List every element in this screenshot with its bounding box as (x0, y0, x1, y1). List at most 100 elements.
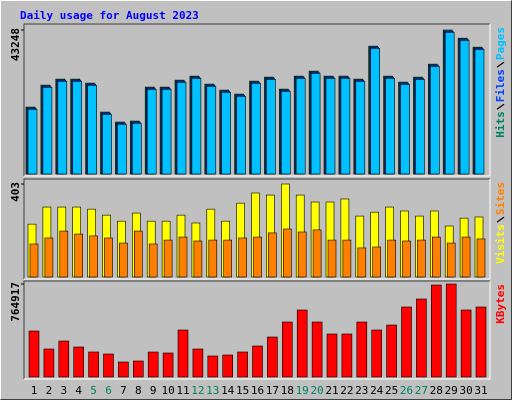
x-tick-label: 4 (75, 384, 82, 397)
bar (445, 283, 457, 378)
bar (29, 243, 39, 278)
bar (72, 81, 82, 175)
x-tick-label: 22 (340, 384, 353, 397)
x-tick-label: 6 (105, 384, 112, 397)
legend-separator (496, 103, 505, 110)
bar (429, 66, 440, 175)
bar (387, 239, 396, 278)
bar (402, 240, 411, 278)
bar (147, 351, 159, 378)
x-tick-label: 16 (251, 384, 264, 397)
bar (207, 355, 219, 378)
x-tick-label: 7 (120, 384, 127, 397)
bar (118, 361, 129, 378)
x-tick-label: 17 (266, 384, 279, 397)
bar (223, 239, 232, 278)
bar (236, 96, 246, 175)
x-tick-label: 11 (176, 384, 189, 397)
bar (310, 73, 321, 175)
bar (268, 232, 277, 278)
bar (73, 346, 84, 378)
bar (357, 247, 367, 278)
bar (325, 78, 336, 175)
bar (251, 83, 261, 175)
bar (355, 81, 366, 175)
legend-separator (496, 61, 505, 68)
x-tick-label: 10 (161, 384, 174, 397)
bar (58, 340, 70, 378)
bar (400, 84, 410, 175)
bar (221, 92, 231, 175)
bar (161, 89, 172, 175)
bar (119, 242, 128, 278)
bar (133, 360, 144, 378)
bar (385, 78, 395, 175)
bar (43, 348, 55, 378)
x-tick-label: 18 (281, 384, 294, 397)
panel-bevel (24, 281, 491, 380)
bar (295, 78, 306, 175)
y-tick-label: 43248 (9, 28, 22, 61)
x-tick-label: 9 (150, 384, 157, 397)
x-tick-label: 21 (325, 384, 338, 397)
x-tick-label: 24 (370, 384, 384, 397)
bar (132, 123, 142, 175)
x-tick-label: 20 (310, 384, 323, 397)
x-tick-label: 12 (191, 384, 204, 397)
bar (238, 237, 247, 278)
bar (27, 109, 38, 175)
legend-label: Pages (494, 27, 507, 60)
bar (474, 49, 485, 175)
legend-label: Visits (494, 224, 507, 264)
x-tick-label: 29 (445, 384, 458, 397)
bar (146, 89, 157, 175)
x-tick-label: 26 (400, 384, 413, 397)
bar (57, 81, 68, 175)
x-tick-label: 15 (236, 384, 249, 397)
bar (460, 309, 472, 378)
legend-label: Hits (494, 111, 507, 138)
panel-bevel (23, 23, 490, 176)
chart-title: Daily usage for August 2023 (20, 9, 199, 22)
bar (103, 353, 114, 378)
bar (102, 114, 112, 175)
x-tick-label: 31 (474, 384, 487, 397)
bar (59, 230, 69, 278)
bar (311, 321, 323, 378)
x-tick-label: 19 (296, 384, 309, 397)
bar (206, 86, 217, 175)
bar (444, 32, 455, 175)
bar (461, 236, 471, 278)
legend-label: KBytes (494, 284, 507, 324)
bar (356, 321, 368, 378)
bar (252, 345, 263, 378)
bar (134, 230, 143, 278)
bar (326, 333, 338, 378)
bar (281, 321, 293, 378)
bar (267, 336, 278, 378)
x-tick-label: 8 (135, 384, 142, 397)
bar (87, 85, 97, 175)
bar (312, 229, 322, 278)
bar (372, 246, 382, 278)
bar (163, 239, 173, 278)
bar (417, 239, 426, 278)
bar (371, 329, 383, 378)
bar (430, 284, 442, 378)
x-tick-label: 28 (430, 384, 443, 397)
panel-bevel (24, 24, 491, 177)
x-tick-label: 30 (459, 384, 472, 397)
bar (104, 237, 113, 278)
bar (177, 329, 189, 378)
bar (191, 78, 202, 175)
bar (89, 235, 98, 278)
x-tick-label: 25 (385, 384, 398, 397)
x-tick-label: 3 (60, 384, 67, 397)
bar (148, 243, 158, 278)
bar (342, 239, 352, 278)
bar (370, 48, 381, 175)
x-tick-label: 2 (46, 384, 53, 397)
bar (28, 330, 40, 378)
panel-bevel (23, 178, 490, 279)
